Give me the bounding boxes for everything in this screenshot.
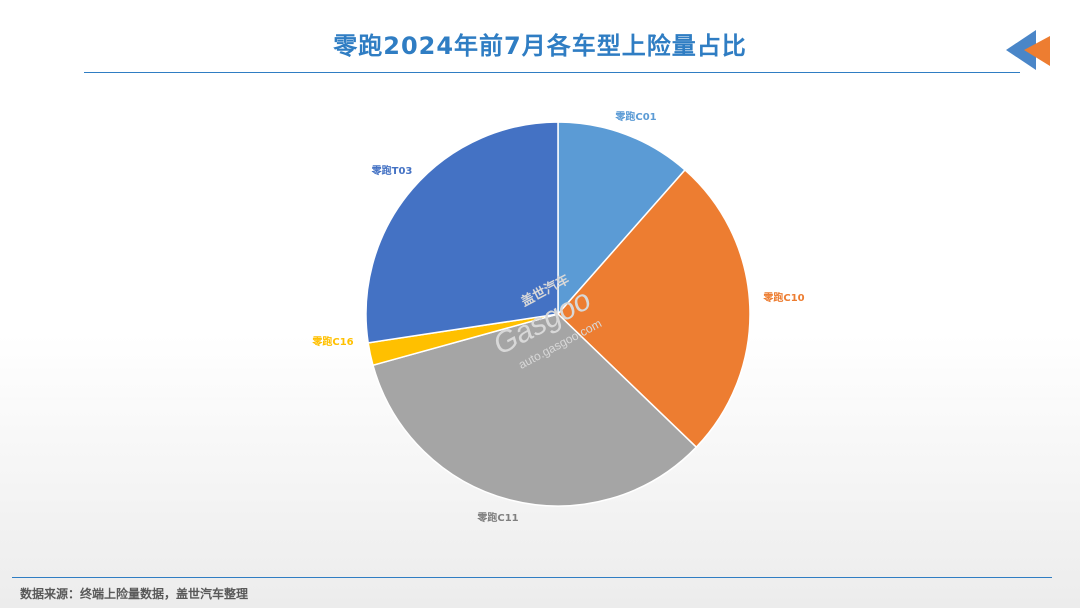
footer-divider	[12, 577, 1052, 578]
pie-slice	[372, 313, 698, 507]
title-divider	[84, 72, 1020, 73]
slice-label: 零跑C11	[476, 511, 518, 524]
slice-labels: 零跑C01 零跑C10 零跑C11 零跑C16 零跑T03	[311, 110, 804, 524]
source-note: 数据来源：终端上险量数据，盖世汽车整理	[20, 587, 249, 601]
slice-label: 零跑C10	[762, 291, 804, 304]
slice-label: 零跑C01	[614, 110, 656, 123]
pie-slice	[365, 121, 559, 344]
pie-slice	[556, 168, 751, 449]
pie-slice	[557, 121, 687, 316]
slice-label: 零跑C16	[311, 335, 353, 348]
page-title: 零跑2024年前7月各车型上险量占比	[333, 32, 747, 60]
logo-icon	[1006, 30, 1050, 70]
pie-slices	[365, 121, 751, 507]
slice-label: 零跑T03	[371, 164, 413, 177]
